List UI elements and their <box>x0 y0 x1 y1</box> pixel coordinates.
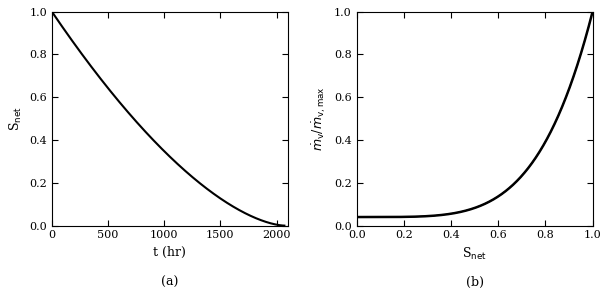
X-axis label: t (hr): t (hr) <box>153 246 186 259</box>
X-axis label: S$_\mathrm{net}$: S$_\mathrm{net}$ <box>462 246 487 262</box>
Y-axis label: $\dot{m}_\mathrm{v}$/$\dot{m}_\mathrm{v,max}$: $\dot{m}_\mathrm{v}$/$\dot{m}_\mathrm{v,… <box>311 86 328 151</box>
Text: (b): (b) <box>466 275 484 289</box>
Text: (a): (a) <box>161 275 178 289</box>
Y-axis label: S$_\mathrm{net}$: S$_\mathrm{net}$ <box>7 106 24 131</box>
